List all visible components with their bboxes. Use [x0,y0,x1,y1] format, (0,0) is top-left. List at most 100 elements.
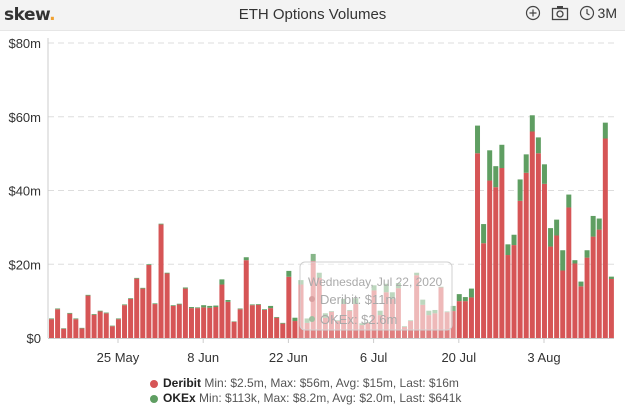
okex-dot-icon [150,394,158,403]
tooltip-date: Wednesday, Jul 22, 2020 [308,275,443,289]
camera-icon [551,6,568,21]
bar-okex [517,179,523,201]
bar-deribit [176,304,182,338]
bar-okex [128,298,134,299]
screenshot-button[interactable] [551,5,569,21]
range-label: 3M [597,5,617,21]
range-selector[interactable]: 3M [579,5,617,21]
bar-deribit [249,305,255,338]
bar-deribit [444,312,450,338]
x-tick-label: 20 Jul [441,350,476,365]
clock-icon [579,5,594,21]
legend-stats: Min: $113k, Max: $8.2m, Avg: $2.0m, Last… [199,391,462,405]
bar-okex [377,310,383,316]
bar-okex [213,305,219,308]
bar-okex [122,304,128,306]
bar-deribit [359,325,365,338]
x-tick-label: 22 Jun [269,350,308,365]
bar-deribit [401,326,407,338]
bar-okex [584,250,590,258]
bar-deribit [292,321,298,338]
bar-okex [67,312,73,314]
bar-deribit [182,288,188,338]
bar-deribit [231,321,237,338]
legend-item-deribit[interactable]: Deribit Min: $2.5m, Max: $56m, Avg: $15m… [150,376,461,391]
tooltip-deribit-dot [309,296,315,302]
y-tick-label: $20m [8,257,41,272]
bar-okex [79,327,85,329]
bar-okex [328,311,334,312]
bar-deribit [286,276,292,338]
bar-deribit [456,301,462,339]
bar-deribit [322,317,328,338]
bar-okex [475,125,481,154]
bar-okex [548,228,554,247]
y-tick-label: $40m [8,184,41,199]
bar-deribit [73,319,79,338]
bar-okex [493,166,499,188]
bar-okex [55,308,61,310]
add-button[interactable] [525,5,541,21]
bar-okex [207,305,213,308]
bar-deribit [353,304,359,338]
bar-okex [91,314,97,315]
bar-okex [225,300,231,302]
bar-okex [523,154,529,173]
bar-deribit [219,284,225,338]
legend-item-okex[interactable]: OKEx Min: $113k, Max: $8.2m, Avg: $2.0m,… [150,391,461,406]
bar-deribit [316,277,322,338]
bar-deribit [596,229,602,338]
bar-deribit [468,297,474,338]
bar-deribit [201,307,207,338]
bar-okex [274,316,280,318]
bar-okex [602,122,608,139]
bar-okex [219,279,225,285]
bar-deribit [128,298,134,338]
bar-deribit [560,270,566,338]
bar-okex [322,313,328,318]
bar-okex [578,281,584,287]
bar-okex [438,286,444,288]
bar-deribit [152,304,158,338]
x-tick-label: 6 Jul [360,350,388,365]
chart-toolbar: 3M [525,5,617,21]
bar-deribit [383,292,389,338]
bar-okex [505,244,511,256]
bar-okex [499,144,505,169]
bar-okex [146,264,152,265]
bar-okex [255,304,261,305]
bar-deribit [420,304,426,338]
bar-deribit [548,246,554,338]
bar-okex [560,250,566,271]
bar-okex [408,320,414,322]
bar-deribit [566,207,572,338]
bar-okex [188,307,194,309]
bar-deribit [511,245,517,338]
bar-okex [262,309,267,310]
bar-deribit [395,288,401,338]
bar-deribit [341,304,347,338]
bar-deribit [164,273,170,338]
bar-okex [201,305,207,308]
bar-okex [249,304,255,306]
volume-chart[interactable]: $0 $20m $40m $60m $80m 25 May 8 Jun 22 Jun 6 Jul… [0,0,625,375]
bar-okex [462,297,468,302]
skew-logo[interactable]: skew. [4,5,56,25]
bar-deribit [438,287,444,338]
bar-deribit [450,311,456,338]
bar-deribit [481,243,487,338]
bar-okex [365,322,371,323]
bar-okex [134,277,140,279]
bar-okex [371,285,377,291]
legend-stats: Min: $2.5m, Max: $56m, Avg: $15m, Last: … [204,376,459,390]
x-tick-label: 8 Jun [187,350,219,365]
bar-okex [481,224,487,244]
bar-deribit [347,310,353,338]
bar-okex [353,298,359,305]
bar-okex [347,309,353,311]
bar-okex [529,115,535,132]
x-tick-label: 3 Aug [527,350,560,365]
bar-deribit [170,305,176,338]
bar-okex [109,325,115,327]
bar-okex [426,310,432,316]
